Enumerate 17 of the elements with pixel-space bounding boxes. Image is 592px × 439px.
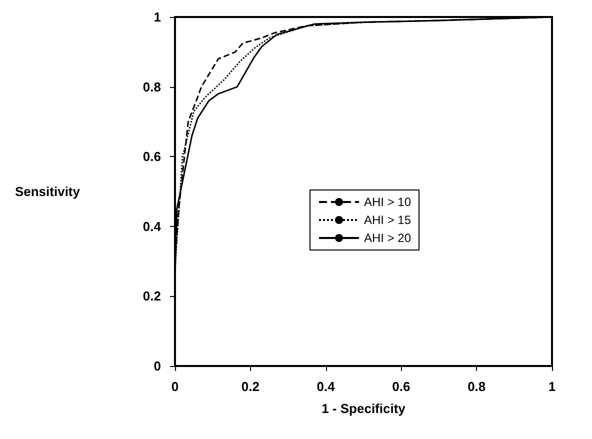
y-tick-label: 1 [154,10,161,24]
legend-label: AHI > 15 [364,213,412,227]
y-tick-label: 0 [154,358,161,374]
y-tick-label: 0.4 [142,218,162,234]
y-tick-label: 0.2 [142,288,161,304]
x-tick-label: 0.2 [241,379,260,394]
legend-label: AHI > 10 [364,195,412,209]
y-tick-label: 0.6 [142,149,161,164]
x-tick-label: 0 [171,379,179,394]
legend-label: AHI > 20 [364,231,412,245]
y-tick-label: 0.8 [142,79,161,94]
x-tick-label: 0.4 [316,379,336,394]
x-axis-title: 1 - Specificity [322,401,406,416]
x-tick-label: 1 [548,379,556,394]
x-tick-label: 0.8 [468,379,486,394]
x-tick-label: 0.6 [392,379,410,394]
y-axis-title: Sensitivity [14,184,81,199]
